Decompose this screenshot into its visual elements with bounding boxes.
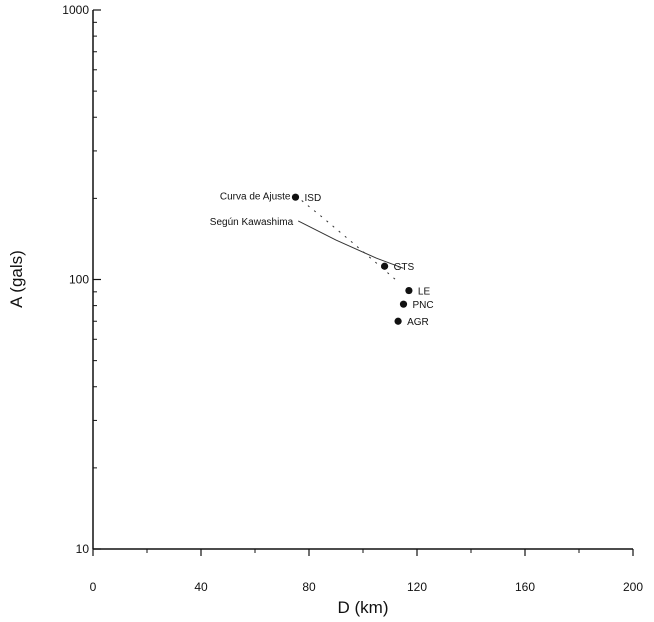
y-tick-label: 1000 — [62, 3, 89, 17]
point-label: LE — [418, 287, 431, 298]
x-tick-label: 0 — [90, 580, 97, 594]
curve-line — [295, 195, 396, 280]
x-tick-label: 200 — [623, 580, 643, 594]
y-tick-label: 100 — [69, 273, 89, 287]
y-tick-label: 10 — [76, 542, 90, 556]
data-point — [405, 286, 413, 295]
point-label: GTS — [394, 262, 415, 273]
point-label: AGR — [407, 317, 429, 328]
curve-label: Curva de Ajuste — [220, 191, 291, 202]
curve-label: Según Kawashima — [210, 217, 294, 228]
data-point — [291, 193, 300, 201]
x-tick-label: 80 — [302, 580, 316, 594]
x-tick-label: 120 — [407, 580, 427, 594]
data-point — [381, 262, 389, 270]
data-point — [394, 317, 402, 325]
x-axis-title: D (km) — [338, 598, 389, 617]
x-tick-label: 40 — [194, 580, 208, 594]
data-point — [399, 300, 408, 308]
data-points: ISD GTS LE PNC AGR — [291, 193, 434, 328]
curves: Curva de Ajuste Según Kawashima — [210, 191, 404, 280]
x-tick-label: 160 — [515, 580, 535, 594]
point-label: PNC — [413, 300, 434, 311]
curve-line — [297, 220, 404, 269]
point-label: ISD — [305, 193, 322, 204]
axes: 10 100 1000 0 40 80 120 160 200 — [62, 3, 643, 594]
y-axis-title: A (gals) — [7, 250, 26, 308]
